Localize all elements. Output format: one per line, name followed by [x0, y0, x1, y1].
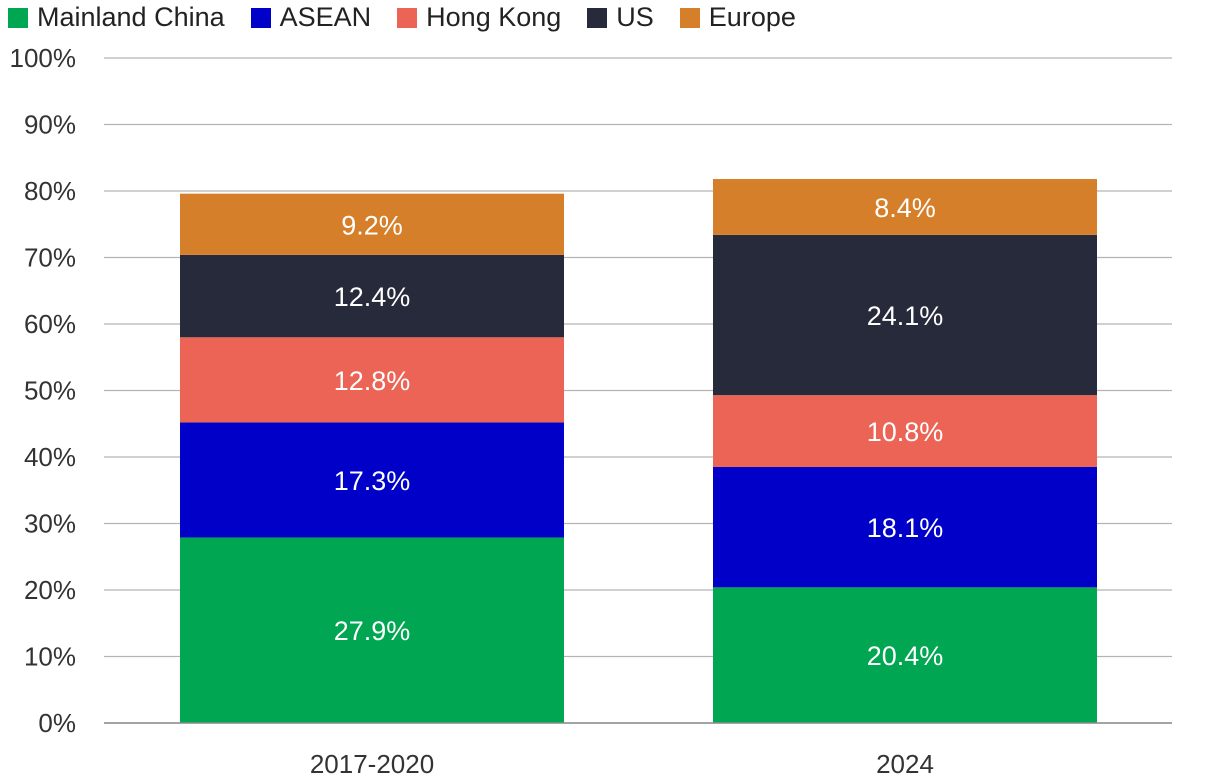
y-tick-label: 70% [24, 243, 76, 273]
bar-segment [713, 395, 1097, 467]
legend-label-europe: Europe [708, 2, 796, 32]
y-tick-label: 10% [24, 642, 76, 672]
y-tick-label: 90% [24, 110, 76, 140]
legend-swatch-asean [250, 7, 271, 28]
y-tick-label: 40% [24, 442, 76, 472]
data-label: 12.4% [334, 282, 411, 312]
legend-item-us: US [587, 2, 654, 33]
bar-segment [180, 193, 564, 255]
data-label: 9.2% [341, 210, 403, 240]
legend-swatch-us [587, 7, 608, 28]
data-label: 8.4% [874, 193, 936, 223]
legend-item-europe: Europe [679, 2, 796, 33]
legend-label-asean: ASEAN [279, 2, 372, 32]
legend-item-hong-kong: Hong Kong [397, 2, 561, 33]
legend-label-hong-kong: Hong Kong [426, 2, 562, 32]
legend-swatch-mainland-china [8, 7, 28, 28]
legend-item-mainland-china: Mainland China [8, 2, 225, 33]
data-label: 24.1% [867, 301, 944, 331]
y-tick-label: 100% [10, 43, 77, 73]
data-label: 27.9% [334, 616, 411, 646]
data-label: 10.8% [867, 417, 944, 447]
data-label: 18.1% [867, 513, 944, 543]
bar-segment [180, 337, 564, 423]
legend-swatch-europe [679, 7, 700, 28]
bar-segment [180, 254, 564, 338]
legend-label-us: US [616, 2, 654, 32]
bar-segment [713, 234, 1097, 396]
legend-swatch-hong-kong [397, 7, 418, 28]
bar-segment [713, 466, 1097, 588]
data-label: 20.4% [867, 641, 944, 671]
y-tick-label: 80% [24, 176, 76, 206]
legend-label-mainland-china: Mainland China [37, 2, 225, 32]
legend: Mainland China ASEAN Hong Kong US Europe [8, 2, 822, 33]
data-label: 12.8% [334, 366, 411, 396]
bar-segment [713, 587, 1097, 723]
bar-segment [713, 179, 1097, 235]
y-tick-label: 60% [24, 309, 76, 339]
y-tick-label: 0% [38, 708, 76, 738]
x-tick-label: 2024 [876, 749, 934, 777]
bar-segment [180, 537, 564, 723]
data-label: 17.3% [334, 466, 411, 496]
y-tick-label: 20% [24, 575, 76, 605]
x-tick-label: 2017-2020 [310, 749, 434, 777]
legend-item-asean: ASEAN [250, 2, 372, 33]
y-tick-label: 30% [24, 509, 76, 539]
bar-segment [180, 422, 564, 538]
y-tick-label: 50% [24, 376, 76, 406]
